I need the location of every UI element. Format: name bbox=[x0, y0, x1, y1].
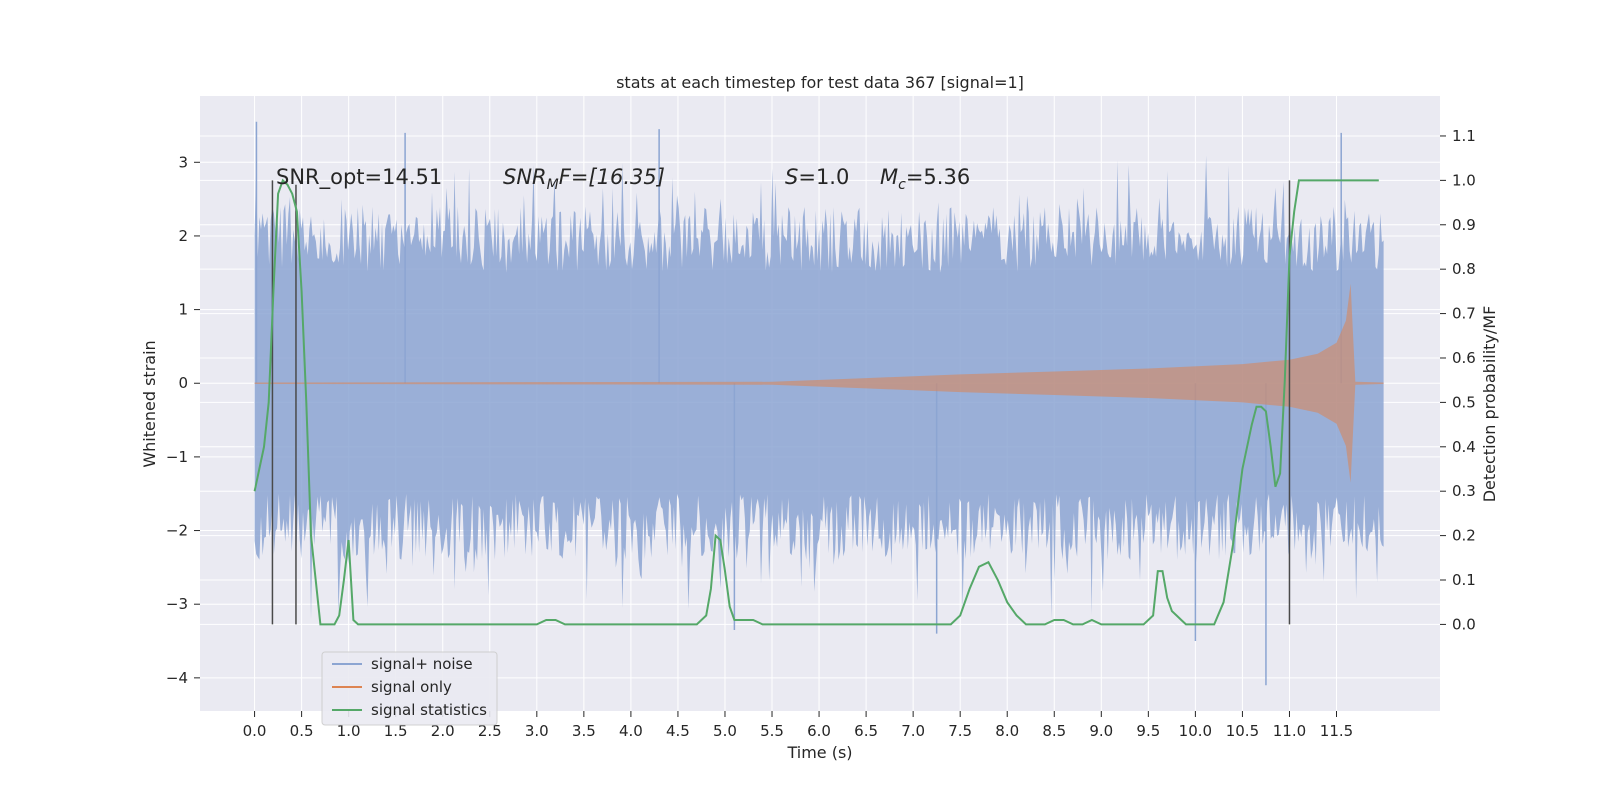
y-tick-label: 1 bbox=[178, 301, 188, 319]
x-axis-ticks: 0.0 0.5 1.0 1.5 2.0 2.5 3.0 3.5 4.0 4.5 5.0 5.5 6.0 6… bbox=[243, 711, 1353, 740]
x-tick-label: 6.0 bbox=[807, 722, 831, 740]
signal-noise-series bbox=[254, 155, 1384, 620]
annotation-s: S=1.0 bbox=[785, 165, 849, 189]
x-tick-label: 9.5 bbox=[1136, 722, 1160, 740]
x-axis-label: Time (s) bbox=[786, 743, 852, 762]
x-tick-label: 0.5 bbox=[290, 722, 314, 740]
y2-tick-label: 0.9 bbox=[1452, 216, 1476, 234]
x-tick-label: 5.0 bbox=[713, 722, 737, 740]
legend-box bbox=[321, 651, 498, 726]
annotation-snr-mf: SNRMF=[16.35] bbox=[503, 165, 665, 193]
y2-tick-label: 0.8 bbox=[1452, 260, 1476, 278]
y2-axis-ticks: 1.1 1.0 0.9 0.8 0.7 0.6 0.5 0.4 0.3 0.2 0.1 0.0 bbox=[1440, 127, 1476, 633]
y-tick-label: −1 bbox=[166, 448, 188, 466]
y-tick-label: −4 bbox=[166, 669, 188, 687]
x-tick-label: 1.0 bbox=[337, 722, 361, 740]
signal-statistics-series bbox=[253, 178, 1379, 626]
y2-tick-label: 0.3 bbox=[1452, 482, 1476, 500]
y-axis-label: Whitened strain bbox=[140, 340, 159, 467]
annotation-snr-opt: SNR_opt=14.51 bbox=[276, 165, 442, 190]
x-tick-label: 10.0 bbox=[1179, 722, 1212, 740]
y2-tick-label: 1.0 bbox=[1452, 171, 1476, 189]
y2-tick-label: 0.2 bbox=[1452, 527, 1476, 545]
y-tick-label: 3 bbox=[178, 153, 188, 171]
x-tick-label: 6.5 bbox=[854, 722, 878, 740]
y2-tick-label: 1.1 bbox=[1452, 127, 1476, 145]
x-tick-label: 7.0 bbox=[901, 722, 925, 740]
x-tick-label: 7.5 bbox=[948, 722, 972, 740]
x-tick-label: 2.0 bbox=[431, 722, 455, 740]
signal-only-series bbox=[254, 283, 1384, 483]
x-tick-label: 11.0 bbox=[1273, 722, 1306, 740]
chart-title: stats at each timestep for test data 367… bbox=[616, 73, 1024, 92]
y2-tick-label: 0.0 bbox=[1452, 615, 1476, 633]
x-tick-label: 5.5 bbox=[760, 722, 784, 740]
x-tick-label: 1.5 bbox=[384, 722, 408, 740]
y2-tick-label: 0.5 bbox=[1452, 393, 1476, 411]
y-tick-label: 2 bbox=[178, 227, 188, 245]
x-tick-label: 8.0 bbox=[995, 722, 1019, 740]
x-tick-label: 4.5 bbox=[666, 722, 690, 740]
x-tick-label: 8.5 bbox=[1042, 722, 1066, 740]
x-tick-label: 3.0 bbox=[525, 722, 549, 740]
y-axis-ticks: 3 2 1 0 −1 −2 −3 −4 bbox=[166, 153, 200, 687]
y2-tick-label: 0.6 bbox=[1452, 349, 1476, 367]
y2-tick-label: 0.4 bbox=[1452, 438, 1476, 456]
x-tick-label: 4.0 bbox=[619, 722, 643, 740]
x-tick-label: 2.5 bbox=[478, 722, 502, 740]
legend-label-signal-noise: signal+ noise bbox=[371, 655, 473, 673]
x-tick-label: 3.5 bbox=[572, 722, 596, 740]
x-tick-label: 11.5 bbox=[1320, 722, 1353, 740]
annotation-mc: Mc=5.36 bbox=[880, 165, 970, 193]
y-tick-label: −3 bbox=[166, 595, 188, 613]
y-tick-label: 0 bbox=[178, 374, 188, 392]
x-tick-label: 9.0 bbox=[1089, 722, 1113, 740]
y2-tick-label: 0.7 bbox=[1452, 305, 1476, 323]
y2-axis-label: Detection probability/MF bbox=[1480, 306, 1499, 503]
y2-tick-label: 0.1 bbox=[1452, 571, 1476, 589]
legend-label-signal-only: signal only bbox=[371, 678, 452, 696]
signal-noise-spikes bbox=[255, 121, 1342, 686]
x-tick-label: 10.5 bbox=[1226, 722, 1259, 740]
legend-label-signal-statistics: signal statistics bbox=[371, 701, 487, 719]
y-tick-label: −2 bbox=[166, 522, 188, 540]
legend: signal+ noise signal only signal statist… bbox=[321, 651, 498, 726]
x-tick-label: 0.0 bbox=[243, 722, 267, 740]
